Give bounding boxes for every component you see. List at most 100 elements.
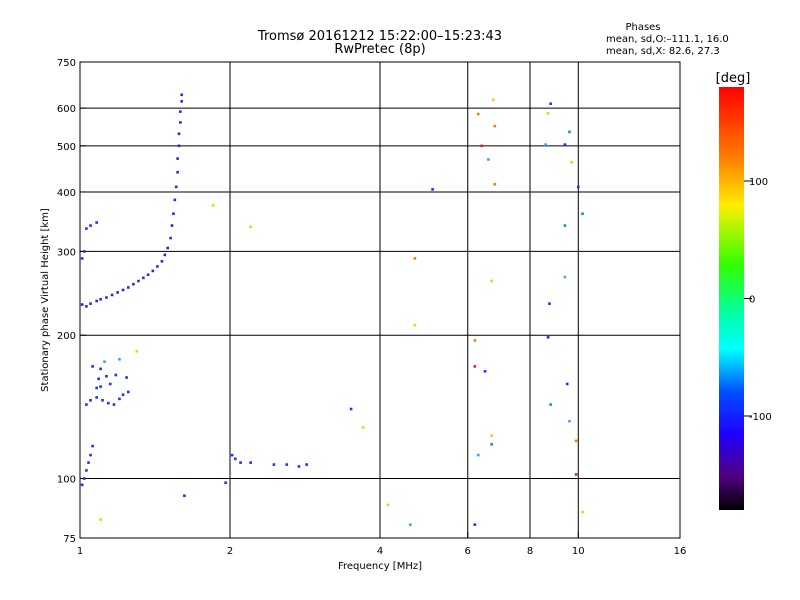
data-point: [234, 457, 237, 461]
data-point: [99, 297, 102, 301]
colorbar: [719, 87, 744, 510]
data-point: [581, 510, 584, 514]
data-point: [91, 365, 94, 368]
data-point: [114, 373, 118, 377]
data-point: [95, 299, 98, 303]
data-point: [491, 98, 495, 101]
data-point: [95, 221, 98, 224]
data-point: [85, 469, 88, 472]
data-point: [126, 390, 130, 394]
data-point: [91, 444, 94, 448]
data-point: [493, 183, 497, 186]
y-tick-label: 100: [57, 475, 76, 486]
data-point: [151, 269, 155, 273]
data-point: [108, 382, 112, 386]
data-point: [570, 160, 573, 164]
colorbar-tick-label: 100: [749, 177, 768, 188]
data-point: [95, 386, 98, 390]
data-point: [574, 473, 578, 476]
data-point: [473, 339, 477, 342]
data-point: [180, 100, 184, 103]
data-point: [116, 291, 119, 294]
data-point: [118, 358, 121, 361]
data-point: [89, 302, 92, 305]
data-point: [297, 465, 301, 468]
data-point: [179, 110, 182, 113]
data-point: [177, 144, 181, 148]
y-tick-label: 300: [57, 247, 76, 258]
data-point: [80, 483, 84, 487]
data-point: [576, 185, 580, 189]
data-point: [568, 419, 571, 423]
data-point: [85, 227, 88, 230]
data-point: [477, 453, 480, 457]
data-point: [549, 403, 552, 406]
data-point: [574, 439, 578, 443]
data-point: [490, 434, 493, 438]
data-point: [82, 477, 86, 480]
data-point: [156, 265, 159, 268]
data-point: [82, 250, 86, 253]
data-point: [183, 494, 186, 498]
data-point: [473, 523, 477, 526]
x-tick-label: 4: [377, 546, 383, 557]
data-point: [490, 279, 493, 283]
data-point: [477, 112, 480, 116]
data-point: [493, 124, 497, 128]
data-point: [105, 374, 108, 378]
data-point: [180, 93, 184, 97]
colorbar-ticks: 100 0 -100: [744, 177, 772, 423]
chart-title: Tromsø 20161212 15:22:00–15:23:43: [257, 29, 502, 44]
x-tick-label: 6: [465, 546, 471, 557]
data-point: [105, 296, 108, 299]
data-point: [473, 365, 477, 368]
data-point: [549, 102, 552, 105]
data-point: [230, 453, 234, 457]
data-point: [563, 143, 567, 146]
data-point: [97, 377, 100, 381]
x-tick-label: 2: [227, 546, 233, 557]
data-point: [99, 367, 102, 371]
data-point: [95, 396, 98, 399]
y-tick-label: 75: [63, 534, 76, 545]
x-tick-label: 1: [77, 546, 83, 557]
data-point: [89, 398, 92, 402]
data-point: [99, 385, 102, 388]
data-point: [565, 382, 569, 386]
data-point: [172, 212, 175, 216]
data-point: [85, 403, 88, 406]
y-tick-label: 600: [57, 104, 76, 115]
data-point: [546, 112, 550, 115]
data-point: [483, 369, 487, 373]
data-point: [107, 401, 110, 405]
x-tick-label: 10: [572, 546, 585, 557]
data-point: [249, 461, 252, 464]
data-point: [349, 407, 353, 411]
data-point: [132, 282, 135, 286]
data-point: [490, 443, 493, 446]
data-point: [568, 130, 571, 134]
data-point: [224, 481, 227, 485]
data-point: [386, 503, 390, 507]
data-point: [80, 303, 84, 306]
data-point: [177, 132, 181, 136]
data-point: [103, 360, 106, 363]
stats-heading: Phases: [625, 22, 660, 33]
y-tick-label: 200: [57, 331, 76, 342]
data-point: [487, 158, 490, 161]
data-point: [272, 463, 276, 466]
data-point: [80, 257, 84, 260]
data-point: [142, 276, 145, 280]
data-point: [126, 286, 130, 289]
x-axis-label: Frequency [MHz]: [338, 561, 422, 572]
data-point: [305, 463, 308, 466]
data-point: [125, 376, 128, 379]
colorbar-tick-label: -100: [749, 412, 772, 423]
data-point: [163, 253, 167, 257]
data-point: [480, 144, 484, 148]
data-point: [546, 336, 550, 339]
data-point: [176, 170, 179, 174]
data-point: [413, 323, 417, 327]
data-point: [87, 461, 90, 464]
